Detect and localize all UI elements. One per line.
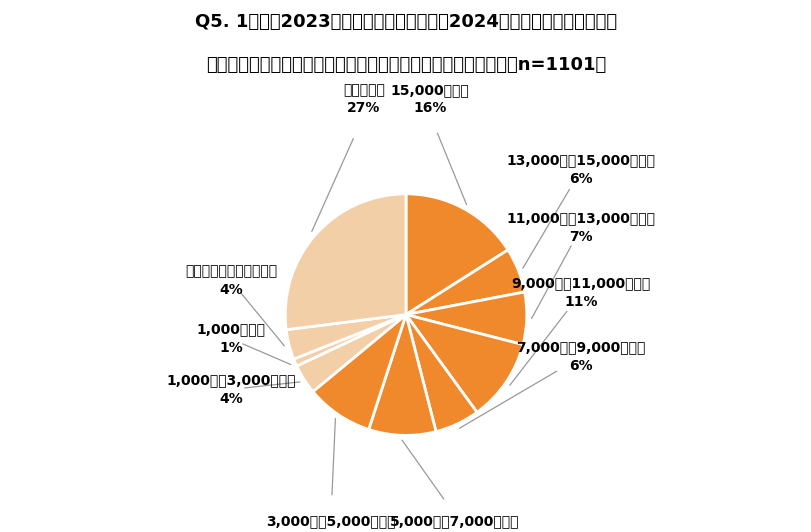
Text: 9,000円～11,000円未満
11%: 9,000円～11,000円未満 11% <box>511 277 650 309</box>
Wedge shape <box>406 314 522 412</box>
Text: 3,000円～5,000円未満
9%: 3,000円～5,000円未満 9% <box>266 514 396 532</box>
Wedge shape <box>406 292 526 345</box>
Wedge shape <box>406 250 524 314</box>
Text: Q5. 1年前（2023年）と比較して、今年（2024年）の一月あたりの家計: Q5. 1年前（2023年）と比較して、今年（2024年）の一月あたりの家計 <box>195 13 616 31</box>
Text: 1,000円～3,000円未満
4%: 1,000円～3,000円未満 4% <box>166 373 295 406</box>
Wedge shape <box>406 194 508 314</box>
Text: 特に値上がりしていない
4%: 特に値上がりしていない 4% <box>185 264 277 297</box>
Wedge shape <box>294 314 406 366</box>
Text: 1,000円未満
1%: 1,000円未満 1% <box>196 322 265 355</box>
Text: 分からない
27%: 分からない 27% <box>342 83 384 115</box>
Wedge shape <box>368 314 436 435</box>
Wedge shape <box>296 314 406 392</box>
Wedge shape <box>406 314 476 431</box>
Text: 11,000円～13,000円未満
7%: 11,000円～13,000円未満 7% <box>506 211 654 244</box>
Wedge shape <box>312 314 406 429</box>
Text: 5,000円～7,000円未満
9%: 5,000円～7,000円未満 9% <box>389 514 518 532</box>
Wedge shape <box>285 314 406 359</box>
Text: 15,000円以上
16%: 15,000円以上 16% <box>390 83 469 115</box>
Text: の食費（外食費は除く）は、およそいくら値上がりしましたか（n=1101）: の食費（外食費は除く）は、およそいくら値上がりしましたか（n=1101） <box>206 56 605 74</box>
Wedge shape <box>285 194 406 330</box>
Text: 7,000円～9,000円未満
6%: 7,000円～9,000円未満 6% <box>516 340 645 373</box>
Text: 13,000円～15,000円未満
6%: 13,000円～15,000円未満 6% <box>506 153 654 186</box>
